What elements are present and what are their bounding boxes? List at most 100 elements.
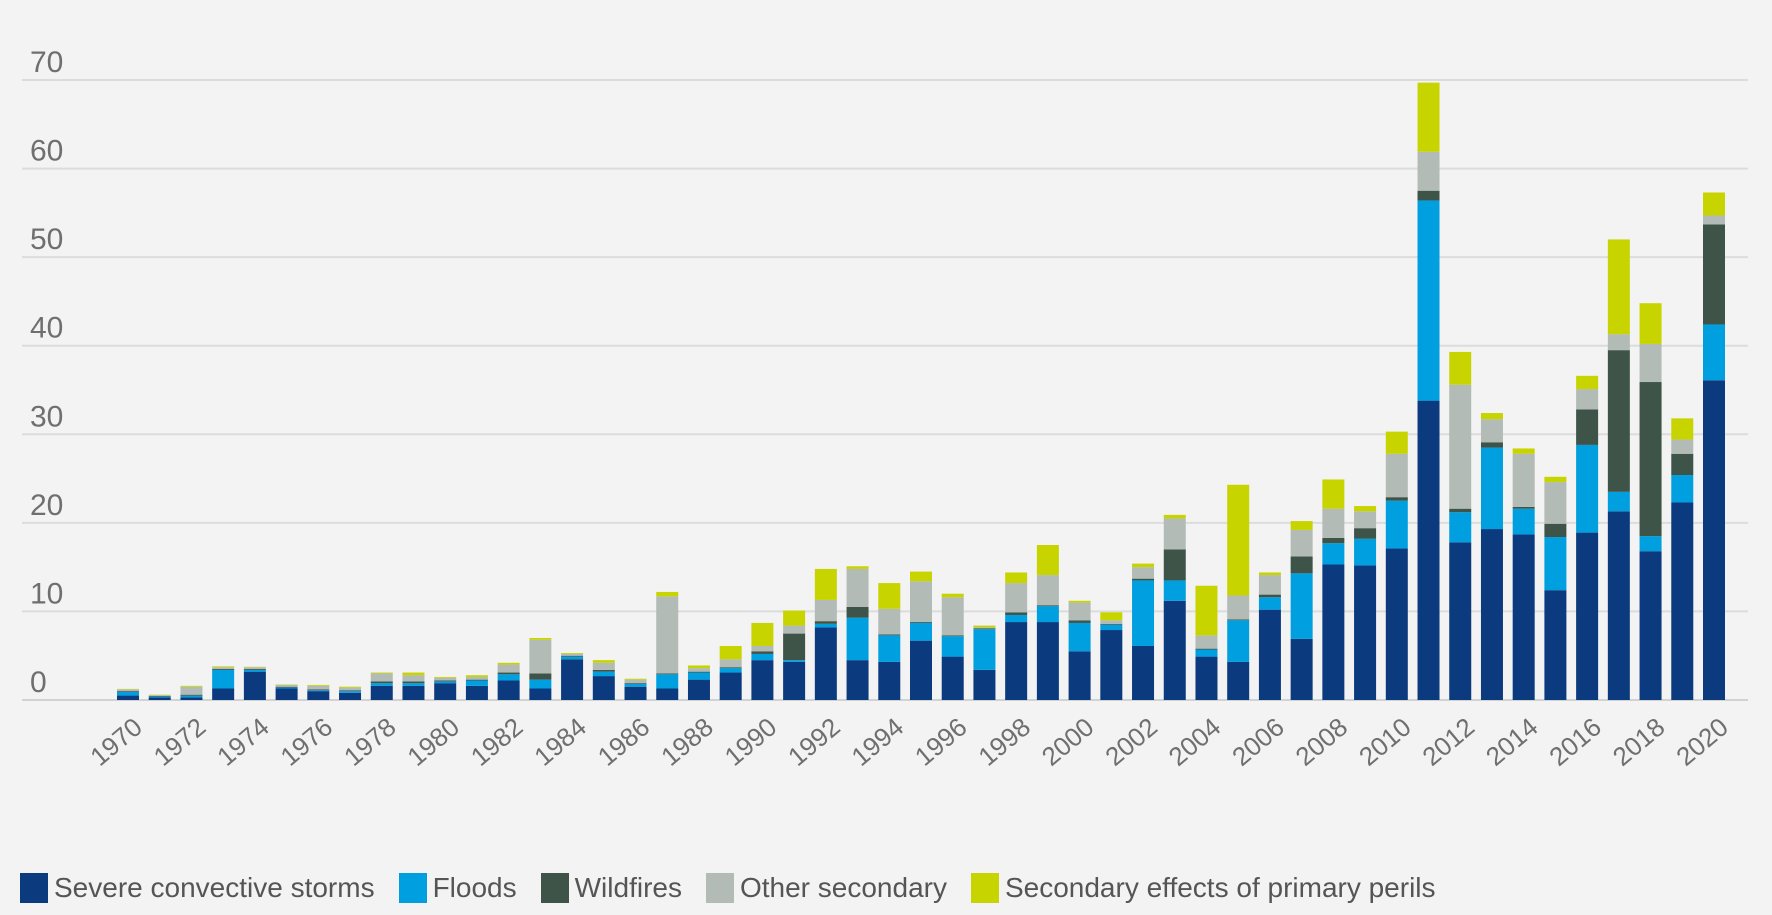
bar-1991-series-4 xyxy=(783,610,806,626)
y-tick-label: 70 xyxy=(30,46,63,79)
bar-1990-series-4 xyxy=(751,622,774,646)
bar-1980-series-4 xyxy=(434,676,457,678)
y-tick-label: 50 xyxy=(30,223,63,256)
bar-1972-series-0 xyxy=(180,697,203,700)
bar-2010-series-1 xyxy=(1385,500,1408,549)
y-tick-label: 10 xyxy=(30,577,63,610)
legend-label: Other secondary xyxy=(739,872,947,903)
bar-1979-series-0 xyxy=(402,685,425,700)
bar-1994-series-2 xyxy=(878,634,901,636)
bar-1974-series-0 xyxy=(243,671,266,700)
bar-1997-series-1 xyxy=(973,629,996,670)
bar-2015-series-3 xyxy=(1544,482,1567,524)
bar-2005-series-0 xyxy=(1227,661,1250,700)
bar-1995-series-4 xyxy=(910,571,932,582)
bar-1975-series-0 xyxy=(275,688,298,700)
bar-1978-series-1 xyxy=(370,683,393,686)
grid-lines xyxy=(22,79,1748,701)
bar-1987-series-3 xyxy=(656,596,679,674)
x-tick-label: 1996 xyxy=(909,712,973,772)
bar-1988-series-4 xyxy=(687,665,710,669)
bar-2020-series-3 xyxy=(1703,215,1725,225)
bar-2003-series-1 xyxy=(1163,580,1186,601)
bar-1976-series-2 xyxy=(307,689,330,691)
bar-2012-series-0 xyxy=(1449,542,1472,700)
bar-2013-series-0 xyxy=(1480,529,1503,700)
bar-2009-series-2 xyxy=(1354,528,1377,539)
bar-2016-series-4 xyxy=(1576,375,1599,390)
bar-1989-series-4 xyxy=(719,645,742,660)
bar-2005-series-2 xyxy=(1227,619,1250,621)
bar-2017-series-1 xyxy=(1607,491,1630,512)
x-tick-label: 1982 xyxy=(465,712,529,772)
bar-2003-series-2 xyxy=(1163,549,1186,581)
bar-2004-series-1 xyxy=(1195,649,1218,657)
bar-1985-series-0 xyxy=(592,676,615,700)
bar-2003-series-4 xyxy=(1163,514,1186,519)
bar-1971-series-1 xyxy=(148,696,171,698)
legend: Severe convective storms Floods Wildfires O… xyxy=(20,872,1460,904)
legend-item: Wildfires xyxy=(540,872,682,904)
bar-2012-series-3 xyxy=(1449,384,1472,509)
x-tick-label: 1998 xyxy=(972,712,1036,772)
legend-label: Severe convective storms xyxy=(54,872,375,903)
bar-1990-series-3 xyxy=(751,645,774,652)
x-tick-label: 2002 xyxy=(1099,712,1163,772)
x-tick-label: 1990 xyxy=(719,712,783,772)
bar-2000-series-0 xyxy=(1068,651,1091,700)
bar-1993-series-4 xyxy=(846,566,869,569)
bar-1988-series-1 xyxy=(687,672,710,680)
bar-2019-series-1 xyxy=(1671,475,1694,503)
bar-1992-series-3 xyxy=(814,599,837,622)
bar-1991-series-1 xyxy=(783,660,806,662)
bar-1973-series-3 xyxy=(212,667,235,669)
bar-1991-series-0 xyxy=(783,661,806,700)
bar-1990-series-1 xyxy=(751,653,774,661)
bar-2020-series-4 xyxy=(1703,192,1725,216)
bar-2015-series-4 xyxy=(1544,476,1567,483)
bar-2018-series-4 xyxy=(1639,303,1662,344)
legend-label: Floods xyxy=(432,872,517,903)
bar-2015-series-0 xyxy=(1544,590,1567,700)
bar-2009-series-0 xyxy=(1354,565,1377,700)
bar-2014-series-4 xyxy=(1512,448,1535,454)
bar-1979-series-1 xyxy=(402,683,425,686)
bar-1994-series-3 xyxy=(878,608,901,635)
bar-1987-series-4 xyxy=(656,591,679,597)
bar-1987-series-1 xyxy=(656,674,679,689)
bar-1983-series-3 xyxy=(529,639,552,674)
bar-1999-series-1 xyxy=(1036,606,1059,623)
bar-1977-series-0 xyxy=(339,692,362,700)
x-tick-label: 2004 xyxy=(1163,712,1227,772)
bar-2018-series-0 xyxy=(1639,551,1662,700)
bar-2002-series-4 xyxy=(1132,563,1155,568)
bar-1978-series-4 xyxy=(370,672,393,674)
x-tick-label: 2016 xyxy=(1543,712,1607,772)
bar-1991-series-2 xyxy=(783,633,806,661)
bar-2007-series-0 xyxy=(1290,638,1313,700)
x-tick-label: 1976 xyxy=(275,712,339,772)
bar-2011-series-0 xyxy=(1417,400,1440,700)
bar-1982-series-3 xyxy=(497,664,520,673)
bar-1970-series-0 xyxy=(117,695,139,700)
bar-2012-series-4 xyxy=(1449,351,1472,385)
bar-2010-series-4 xyxy=(1385,431,1408,454)
bar-2001-series-4 xyxy=(1100,612,1123,621)
bar-2013-series-4 xyxy=(1480,413,1503,420)
bar-1998-series-4 xyxy=(1005,572,1028,584)
bar-1982-series-2 xyxy=(497,672,520,675)
bar-1981-series-3 xyxy=(465,676,488,680)
bar-1986-series-1 xyxy=(624,684,647,687)
x-tick-label: 2000 xyxy=(1036,712,1100,772)
bar-2002-series-0 xyxy=(1132,645,1155,700)
legend-swatch xyxy=(540,873,569,903)
bar-2019-series-3 xyxy=(1671,439,1694,454)
bar-1992-series-1 xyxy=(814,623,837,628)
bar-1974-series-3 xyxy=(243,667,266,669)
bar-1979-series-4 xyxy=(402,672,425,676)
bar-1997-series-2 xyxy=(973,628,996,630)
bar-1991-series-3 xyxy=(783,625,806,634)
bar-2012-series-2 xyxy=(1449,508,1472,513)
bar-1988-series-0 xyxy=(687,679,710,700)
bar-2010-series-2 xyxy=(1385,497,1408,501)
